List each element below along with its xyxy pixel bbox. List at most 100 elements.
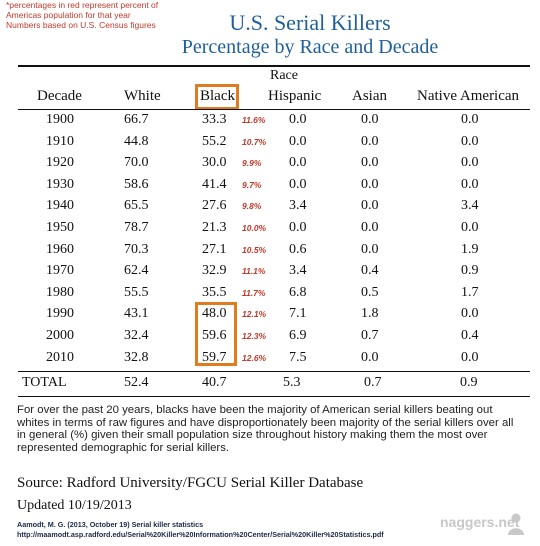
total-black: 40.7 — [202, 375, 227, 390]
table-row: 1930 58.6 41.4 9.7% 0.0 0.0 0.0 — [0, 177, 540, 199]
black-cell: 35.5 — [202, 284, 227, 300]
asian-cell: 1.8 — [361, 306, 379, 322]
white-cell: 65.5 — [124, 198, 149, 214]
white-cell: 66.7 — [124, 112, 149, 127]
black-population-percent: 11.6% — [242, 115, 266, 125]
watermark-text: naggers.net — [440, 514, 520, 530]
native-american-cell: 1.9 — [461, 241, 479, 257]
hispanic-cell: 0.0 — [289, 176, 307, 192]
white-cell: 62.4 — [124, 263, 149, 279]
black-recent-values-highlight-box — [195, 302, 237, 366]
asian-cell: 0.4 — [361, 263, 379, 279]
black-population-percent: 10.7% — [242, 136, 267, 147]
native-american-cell: 0.0 — [461, 349, 479, 365]
black-population-percent: 9.7% — [242, 179, 262, 190]
native-american-cell: 0.0 — [461, 112, 479, 127]
native-american-cell: 0.9 — [461, 263, 479, 279]
black-population-percent: 9.8% — [242, 201, 262, 212]
hispanic-cell: 0.0 — [289, 155, 307, 171]
native-american-cell: 0.0 — [461, 220, 479, 235]
native-american-cell: 0.4 — [461, 328, 479, 343]
header-hispanic: Hispanic — [268, 88, 322, 104]
white-cell: 55.5 — [124, 284, 149, 300]
total-top-rule — [18, 371, 530, 372]
source-line: Source: Radford University/FGCU Serial K… — [17, 475, 364, 491]
decade-cell: 1960 — [46, 241, 74, 257]
header-rule — [18, 109, 530, 110]
decade-cell: 1900 — [46, 112, 74, 127]
asian-cell: 0.7 — [361, 328, 379, 343]
header-decade: Decade — [37, 88, 82, 104]
native-american-cell: 0.0 — [461, 133, 479, 149]
decade-cell: 2000 — [46, 328, 74, 343]
total-native-american: 0.9 — [460, 375, 478, 390]
black-cell: 21.3 — [202, 220, 227, 235]
black-cell: 30.0 — [202, 155, 227, 171]
asian-cell: 0.0 — [361, 133, 379, 149]
asian-cell: 0.5 — [361, 284, 379, 300]
decade-cell: 1920 — [46, 155, 74, 171]
black-population-percent: 12.6% — [242, 352, 267, 363]
black-cell: 59.7 — [202, 349, 227, 365]
native-american-cell: 0.0 — [461, 155, 479, 171]
white-cell: 32.8 — [124, 349, 149, 365]
total-hispanic: 5.3 — [283, 375, 301, 390]
page-subtitle: Percentage by Race and Decade — [181, 36, 439, 58]
black-population-percent: 10.0% — [242, 223, 267, 233]
header-white: White — [124, 88, 161, 104]
asian-cell: 0.0 — [361, 241, 379, 257]
black-population-percent: 9.9% — [242, 158, 262, 169]
watermark-figure-icon — [508, 513, 524, 535]
table-row: 1910 44.8 55.2 10.7% 0.0 0.0 0.0 — [0, 134, 540, 156]
total-row: TOTAL 52.4 40.7 5.3 0.7 0.9 — [0, 375, 540, 397]
hispanic-cell: 3.4 — [289, 198, 307, 214]
black-cell: 55.2 — [202, 133, 227, 149]
table-top-rule — [18, 65, 530, 67]
white-cell: 78.7 — [124, 220, 149, 235]
black-cell: 41.4 — [202, 176, 227, 192]
table-row: 1980 55.5 35.5 11.7% 6.8 0.5 1.7 — [0, 285, 540, 307]
hispanic-cell: 6.8 — [289, 284, 307, 300]
hispanic-cell: 0.0 — [289, 220, 307, 235]
hispanic-cell: 0.0 — [289, 133, 307, 149]
white-cell: 43.1 — [124, 306, 149, 322]
black-cell: 48.0 — [202, 306, 227, 322]
black-cell: 27.1 — [202, 241, 227, 257]
total-label: TOTAL — [22, 375, 67, 390]
white-cell: 70.0 — [124, 155, 149, 171]
decade-cell: 1990 — [46, 306, 74, 322]
black-population-percent: 11.7% — [242, 287, 266, 298]
census-footnote: *percentages in red represent percent of… — [6, 0, 159, 30]
asian-cell: 0.0 — [361, 198, 379, 214]
white-cell: 58.6 — [124, 176, 149, 192]
table-row: 1950 78.7 21.3 10.0% 0.0 0.0 0.0 — [0, 220, 540, 242]
decade-cell: 1910 — [46, 133, 74, 149]
hispanic-cell: 7.5 — [289, 349, 307, 365]
black-cell: 32.9 — [202, 263, 227, 279]
citation-line-1: Aamodt, M. G. (2013, October 19) Serial … — [17, 520, 204, 529]
black-population-percent: 11.1% — [242, 266, 266, 277]
commentary-paragraph: For over the past 20 years, blacks have … — [17, 404, 514, 454]
white-cell: 70.3 — [124, 241, 149, 257]
page-title: U.S. Serial Killers — [229, 10, 391, 35]
header-black: Black — [200, 88, 235, 104]
decade-cell: 1930 — [46, 176, 74, 192]
header-native-american: Native American — [417, 88, 520, 104]
decade-cell: 1950 — [46, 220, 74, 235]
table-row: 1900 66.7 33.3 11.6% 0.0 0.0 0.0 — [0, 112, 540, 134]
hispanic-cell: 0.6 — [289, 241, 307, 257]
updated-date: Updated 10/19/2013 — [17, 498, 132, 513]
table-row: 2010 32.8 59.7 12.6% 7.5 0.0 0.0 — [0, 350, 540, 372]
table-bottom-rule — [18, 396, 530, 397]
total-asian: 0.7 — [364, 375, 382, 390]
asian-cell: 0.0 — [361, 220, 379, 235]
race-group-header: Race — [270, 68, 298, 83]
black-population-percent: 12.1% — [242, 309, 267, 320]
white-cell: 32.4 — [124, 328, 149, 343]
table-row: 2000 32.4 59.6 12.3% 6.9 0.7 0.4 — [0, 328, 540, 350]
native-american-cell: 3.4 — [461, 198, 479, 214]
asian-cell: 0.0 — [361, 112, 379, 127]
black-header-highlight-box — [195, 84, 239, 110]
white-cell: 44.8 — [124, 133, 149, 149]
black-population-percent: 12.3% — [242, 331, 267, 341]
